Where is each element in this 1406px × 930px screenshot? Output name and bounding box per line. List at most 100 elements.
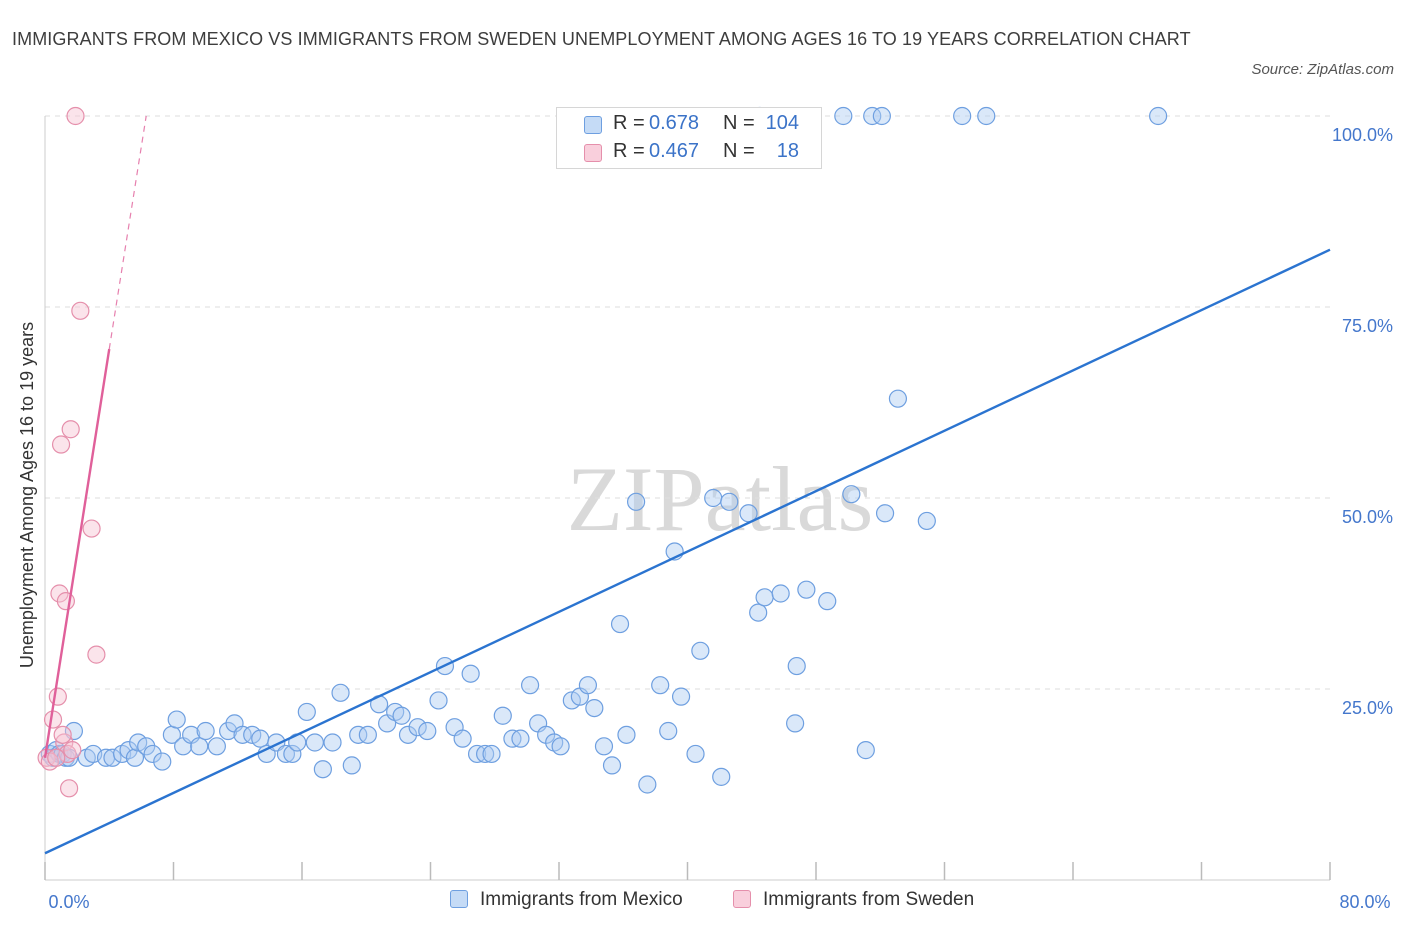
point-mexico <box>283 744 302 764</box>
x-tick-label: 0.0% <box>48 892 89 912</box>
point-mexico <box>749 603 768 622</box>
point-sweden <box>48 687 67 706</box>
y-axis-label: Unemployment Among Ages 16 to 19 years <box>17 322 37 668</box>
source-label: Source: ZipAtlas.com <box>1251 61 1394 78</box>
point-mexico <box>659 721 678 741</box>
legend-r-value: 0.678 <box>649 112 700 134</box>
legend-label-sweden: Immigrants from Sweden <box>763 889 975 910</box>
point-mexico <box>476 744 495 764</box>
y-tick-label: 100.0% <box>1332 125 1393 145</box>
point-mexico <box>585 698 604 718</box>
point-mexico <box>251 729 270 748</box>
point-sweden <box>61 420 80 439</box>
point-sweden <box>66 106 85 126</box>
point-mexico <box>331 683 350 702</box>
legend-swatch-sweden <box>584 144 602 162</box>
point-mexico <box>720 492 739 511</box>
point-mexico <box>358 725 377 744</box>
point-mexico <box>771 584 790 603</box>
legend-n-label: N = <box>723 112 755 134</box>
grid-lines <box>45 115 1330 690</box>
point-mexico <box>671 687 691 706</box>
point-sweden <box>63 741 82 760</box>
point-mexico <box>638 775 657 794</box>
point-mexico <box>686 744 705 764</box>
point-mexico <box>610 614 630 634</box>
series-sweden <box>37 106 106 798</box>
point-mexico <box>651 676 670 695</box>
legend-item-mexico: Immigrants from Mexico <box>450 889 683 911</box>
point-mexico <box>342 756 361 775</box>
point-mexico <box>787 656 806 676</box>
chart-title: IMMIGRANTS FROM MEXICO VS IMMIGRANTS FRO… <box>12 29 1191 49</box>
point-mexico <box>704 488 723 508</box>
point-mexico <box>408 718 427 737</box>
point-mexico <box>797 580 816 599</box>
legend-r-label: R = <box>613 140 645 162</box>
point-mexico <box>872 106 891 126</box>
y-tick-label: 50.0% <box>1342 507 1393 527</box>
point-mexico <box>429 691 448 710</box>
point-mexico <box>863 106 882 126</box>
point-mexico <box>313 760 332 779</box>
point-mexico <box>125 748 145 767</box>
legend-n-value: 18 <box>776 140 799 162</box>
point-mexico <box>888 389 908 408</box>
point-mexico <box>418 721 437 741</box>
point-sweden <box>59 779 79 798</box>
point-mexico <box>875 504 895 523</box>
point-mexico <box>297 702 316 722</box>
point-mexico <box>153 752 172 771</box>
point-sweden <box>82 519 101 538</box>
point-mexico <box>461 664 480 683</box>
point-mexico <box>276 744 296 764</box>
legend-row-sweden: R = 0.467 N = 18 <box>557 138 821 166</box>
point-mexico <box>594 737 614 756</box>
point-mexico <box>453 729 472 748</box>
legend-row-mexico: R = 0.678 N = 104 <box>557 110 821 138</box>
point-mexico <box>392 706 411 725</box>
point-sweden <box>47 748 66 767</box>
point-mexico <box>786 714 805 733</box>
y-tick-label: 75.0% <box>1342 316 1393 336</box>
x-axis-ticks: 0.0% 80.0% <box>44 862 1391 912</box>
point-mexico <box>190 737 209 756</box>
point-mexico <box>917 511 936 531</box>
point-sweden <box>53 725 72 744</box>
point-mexico <box>856 741 875 760</box>
point-mexico <box>119 741 138 760</box>
legend-n-label: N = <box>723 140 755 162</box>
legend-label-mexico: Immigrants from Mexico <box>480 889 683 910</box>
point-sweden <box>51 435 71 454</box>
point-mexico <box>103 748 122 767</box>
point-mexico <box>551 737 570 756</box>
watermark: ZIPatlas <box>567 448 874 550</box>
point-mexico <box>834 106 853 126</box>
point-mexico <box>219 721 238 741</box>
point-mexico <box>143 744 162 764</box>
y-tick-label: 25.0% <box>1342 698 1393 718</box>
series-mexico <box>40 106 1168 794</box>
point-mexico <box>398 725 418 744</box>
point-mexico <box>167 710 186 729</box>
y-axis-ticks: 25.0% 50.0% 75.0% 100.0% <box>1332 125 1393 718</box>
point-mexico <box>305 733 324 752</box>
point-mexico <box>712 767 731 786</box>
point-mexico <box>323 733 342 752</box>
point-sweden <box>71 301 90 320</box>
point-mexico <box>953 106 972 126</box>
legend-item-sweden: Immigrants from Sweden <box>733 889 974 911</box>
point-mexico <box>1149 106 1168 126</box>
point-mexico <box>207 737 226 756</box>
point-mexico <box>818 592 837 611</box>
trend-line <box>44 248 1331 855</box>
point-mexico <box>626 492 646 511</box>
point-mexico <box>578 676 598 695</box>
point-mexico <box>137 737 156 756</box>
point-sweden <box>50 584 69 603</box>
trend-line-extension <box>108 115 147 350</box>
point-mexico <box>196 721 215 741</box>
point-sweden <box>87 645 106 664</box>
point-mexico <box>233 725 252 744</box>
